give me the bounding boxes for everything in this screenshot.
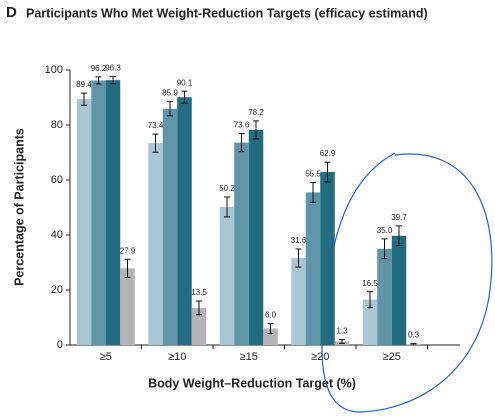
error-bar: [167, 101, 173, 117]
bar: [320, 172, 335, 345]
bar: [76, 99, 92, 346]
value-label: 6.0: [265, 311, 277, 320]
value-label: 35.0: [377, 226, 393, 235]
bar: [191, 307, 207, 345]
panel-label: D: [6, 4, 17, 21]
error-bar: [196, 300, 202, 316]
bar: [219, 206, 235, 345]
bar: [91, 80, 106, 345]
y-axis-label: Percentage of Participants: [12, 128, 26, 286]
bar: [148, 143, 163, 345]
y-tick-label: 100: [45, 64, 63, 76]
y-tick-label: 60: [51, 174, 63, 186]
value-label: 31.6: [291, 236, 307, 245]
error-bar: [339, 339, 345, 344]
hand-drawn-circle: [321, 152, 493, 413]
error-bar: [310, 181, 316, 203]
bar: [234, 142, 249, 345]
x-tick-label: ≥25: [383, 351, 401, 363]
value-label: 0.3: [408, 330, 420, 339]
value-label: 62.9: [320, 149, 336, 158]
value-label: 96.2: [91, 64, 107, 73]
x-axis-label: Body Weight–Reduction Target (%): [148, 376, 356, 390]
y-tick-label: 80: [51, 119, 63, 131]
error-bar: [124, 258, 131, 278]
error-bar: [238, 133, 245, 153]
value-label: 78.2: [248, 108, 264, 117]
bar: [120, 268, 135, 345]
error-bar: [295, 248, 302, 268]
bar: [177, 97, 192, 345]
value-label: 85.9: [162, 89, 178, 98]
x-tick-label: ≥20: [311, 351, 329, 363]
value-label: 90.1: [177, 78, 193, 87]
error-bar: [410, 342, 417, 346]
bar: [305, 192, 321, 345]
bar: [391, 235, 407, 345]
error-bar: [81, 92, 87, 106]
value-label: 1.3: [336, 327, 348, 336]
value-label: 13.5: [191, 288, 207, 297]
bar: [162, 108, 178, 346]
value-label: 73.6: [234, 121, 250, 130]
error-bar: [253, 120, 259, 140]
error-bar: [181, 90, 188, 104]
y-tick-label: 0: [57, 339, 63, 351]
value-label: 39.7: [391, 213, 407, 222]
error-bar: [152, 133, 159, 153]
value-label: 50.2: [219, 184, 235, 193]
chart-title: Participants Who Met Weight-Reduction Ta…: [26, 6, 428, 20]
value-label: 89.4: [76, 80, 92, 89]
value-label: 27.9: [120, 246, 136, 255]
bar: [105, 80, 121, 346]
error-bar: [381, 238, 388, 260]
error-bar: [367, 291, 373, 309]
error-bar: [396, 225, 402, 247]
y-tick-label: 40: [51, 229, 63, 241]
bar: [362, 299, 378, 345]
error-bar: [224, 196, 230, 218]
y-tick-label: 20: [51, 284, 63, 296]
error-bar: [110, 76, 116, 85]
bar: [248, 129, 264, 345]
x-tick-label: ≥15: [240, 351, 258, 363]
x-tick-label: ≥5: [100, 351, 112, 363]
value-label: 16.5: [362, 279, 378, 288]
value-label: 55.5: [305, 170, 321, 179]
bar: [291, 258, 306, 345]
bar: [377, 248, 392, 345]
x-tick-label: ≥10: [168, 351, 186, 363]
bar: [263, 328, 278, 345]
error-bar: [95, 76, 102, 85]
error-bar: [267, 323, 274, 334]
value-label: 73.4: [148, 121, 164, 130]
error-bar: [324, 161, 331, 183]
value-label: 96.3: [105, 64, 121, 73]
